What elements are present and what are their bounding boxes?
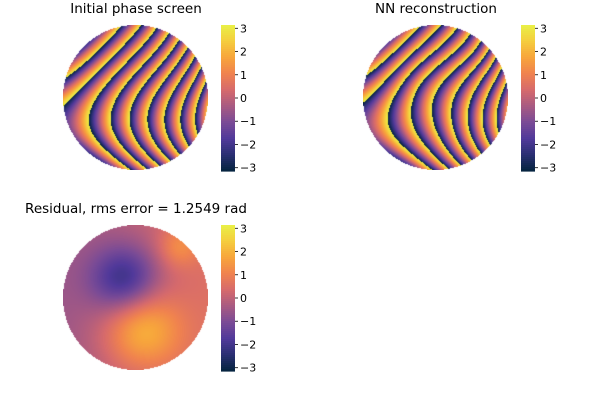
phase-heatmap (363, 25, 508, 170)
colorbar-tick-label: −3 (240, 162, 256, 175)
panel-title: Residual, rms error = 1.2549 rad (25, 201, 247, 217)
colorbar-tick-label: 2 (240, 246, 247, 259)
panel-nn-reconstruction: NN reconstruction 3 2 1 0 −1 −2 −3 (363, 1, 556, 175)
phase-heatmap (63, 25, 208, 170)
colorbar-tick-label: 2 (540, 46, 547, 59)
colorbar-tick-label: −1 (240, 315, 256, 328)
colorbar-tick-label: −1 (240, 115, 256, 128)
panel-title: Initial phase screen (70, 1, 202, 17)
colorbar-tick-label: 0 (240, 92, 247, 105)
panel-initial-phase: Initial phase screen 3 2 1 0 −1 −2 −3 (63, 1, 256, 175)
residual-heatmap (63, 225, 208, 370)
colorbar-gradient (221, 25, 235, 172)
colorbar-tick-label: 2 (240, 46, 247, 59)
colorbar-tick-label: 0 (540, 92, 547, 105)
colorbar-tick-label: 1 (240, 269, 247, 282)
colorbar-tick-label: −2 (240, 338, 256, 351)
colorbar-tick-label: −2 (540, 138, 556, 151)
colorbar-tick-label: −3 (240, 362, 256, 375)
colorbar: 3 2 1 0 −1 −2 −3 (521, 22, 556, 175)
colorbar: 3 2 1 0 −1 −2 −3 (221, 222, 256, 375)
colorbar-tick-label: 0 (240, 292, 247, 305)
panel-title: NN reconstruction (375, 1, 497, 17)
colorbar-tick-label: 3 (540, 22, 547, 35)
colorbar: 3 2 1 0 −1 −2 −3 (221, 22, 256, 175)
colorbar-gradient (521, 25, 535, 172)
colorbar-tick-label: 3 (240, 22, 247, 35)
colorbar-tick-label: 3 (240, 222, 247, 235)
colorbar-tick-label: 1 (540, 69, 547, 82)
colorbar-tick-label: −2 (240, 138, 256, 151)
colorbar-tick-label: 1 (240, 69, 247, 82)
colorbar-gradient (221, 225, 235, 372)
panel-residual: Residual, rms error = 1.2549 rad 3 2 1 0 −1 −… (25, 201, 256, 375)
colorbar-tick-label: −1 (540, 115, 556, 128)
colorbar-tick-label: −3 (540, 162, 556, 175)
